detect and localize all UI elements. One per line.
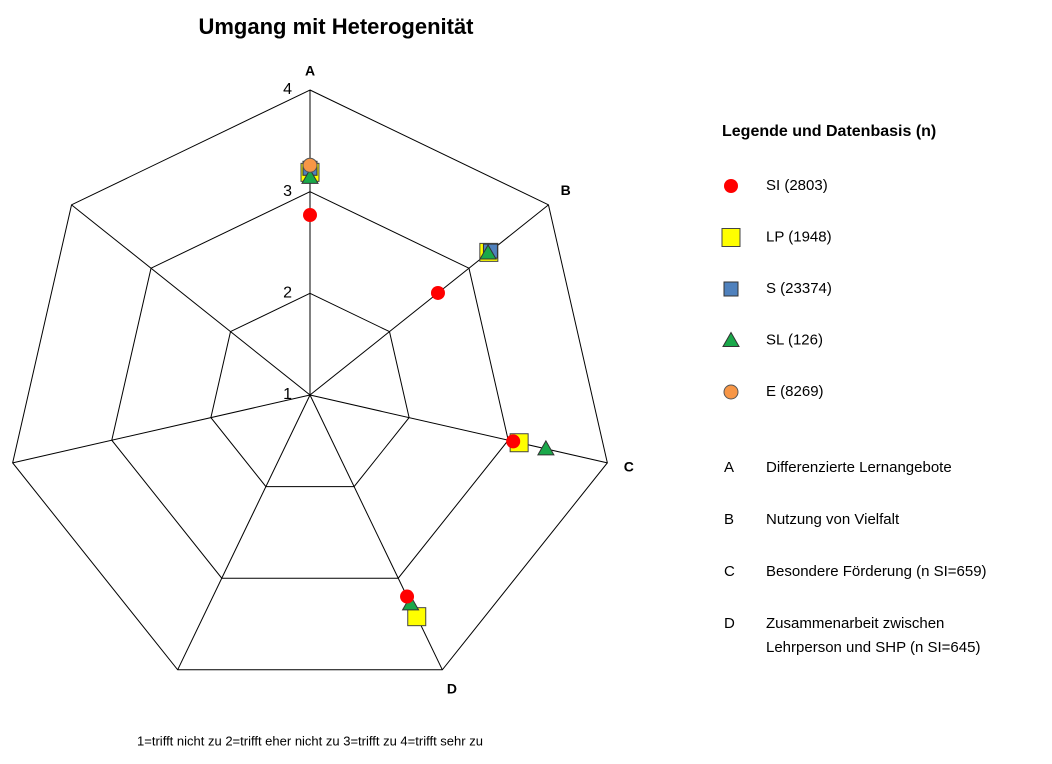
legend-label: SI (2803) xyxy=(766,177,828,194)
description-letter: A xyxy=(724,459,734,476)
legend-title: Legende und Datenbasis (n) xyxy=(722,123,936,140)
data-point xyxy=(302,157,318,173)
r-tick-label: 2 xyxy=(283,285,292,302)
description-text: Differenzierte Lernangebote xyxy=(766,459,952,476)
legend-label: E (8269) xyxy=(766,383,824,400)
legend-label: SL (126) xyxy=(766,331,823,348)
data-point xyxy=(407,607,427,627)
axis-label: C xyxy=(624,458,634,474)
spoke xyxy=(309,394,443,671)
data-point xyxy=(301,168,319,184)
axis-label: A xyxy=(305,63,315,79)
description-letter: B xyxy=(724,511,734,528)
data-point xyxy=(479,244,497,260)
legend-label: S (23374) xyxy=(766,280,832,297)
legend-marker xyxy=(722,331,740,347)
description-text: Nutzung von Vielfalt xyxy=(766,511,900,528)
description-text: Lehrperson und SHP (n SI=645) xyxy=(766,639,980,656)
footnote: 1=trifft nicht zu 2=trifft eher nicht zu… xyxy=(137,733,483,748)
legend-marker xyxy=(721,228,741,247)
data-point xyxy=(506,434,521,449)
spoke xyxy=(71,204,311,396)
grid-ring xyxy=(111,191,509,579)
data-point xyxy=(537,439,555,456)
chart-title: Umgang mit Heterogenität xyxy=(198,14,474,39)
description-letter: D xyxy=(724,615,735,632)
r-tick-label: 1 xyxy=(283,386,292,403)
spoke xyxy=(309,394,608,464)
axis-label: B xyxy=(561,182,571,198)
grid-ring xyxy=(210,292,410,488)
description-letter: C xyxy=(724,563,735,580)
legend-label: LP (1948) xyxy=(766,228,832,245)
r-tick-label: 3 xyxy=(283,183,292,200)
legend-marker xyxy=(723,384,739,400)
description-text: Zusammenarbeit zwischen xyxy=(766,615,944,632)
description-text: Besondere Förderung (n SI=659) xyxy=(766,563,987,580)
spoke xyxy=(309,204,549,396)
data-point xyxy=(430,285,445,300)
legend-marker xyxy=(723,281,739,297)
spoke xyxy=(177,394,311,671)
data-point xyxy=(400,589,415,604)
axis-label: D xyxy=(447,680,457,696)
spoke xyxy=(12,394,311,464)
legend-marker xyxy=(724,179,738,193)
data-point xyxy=(303,208,317,223)
r-tick-label: 4 xyxy=(283,81,292,98)
grid-ring xyxy=(12,89,608,671)
